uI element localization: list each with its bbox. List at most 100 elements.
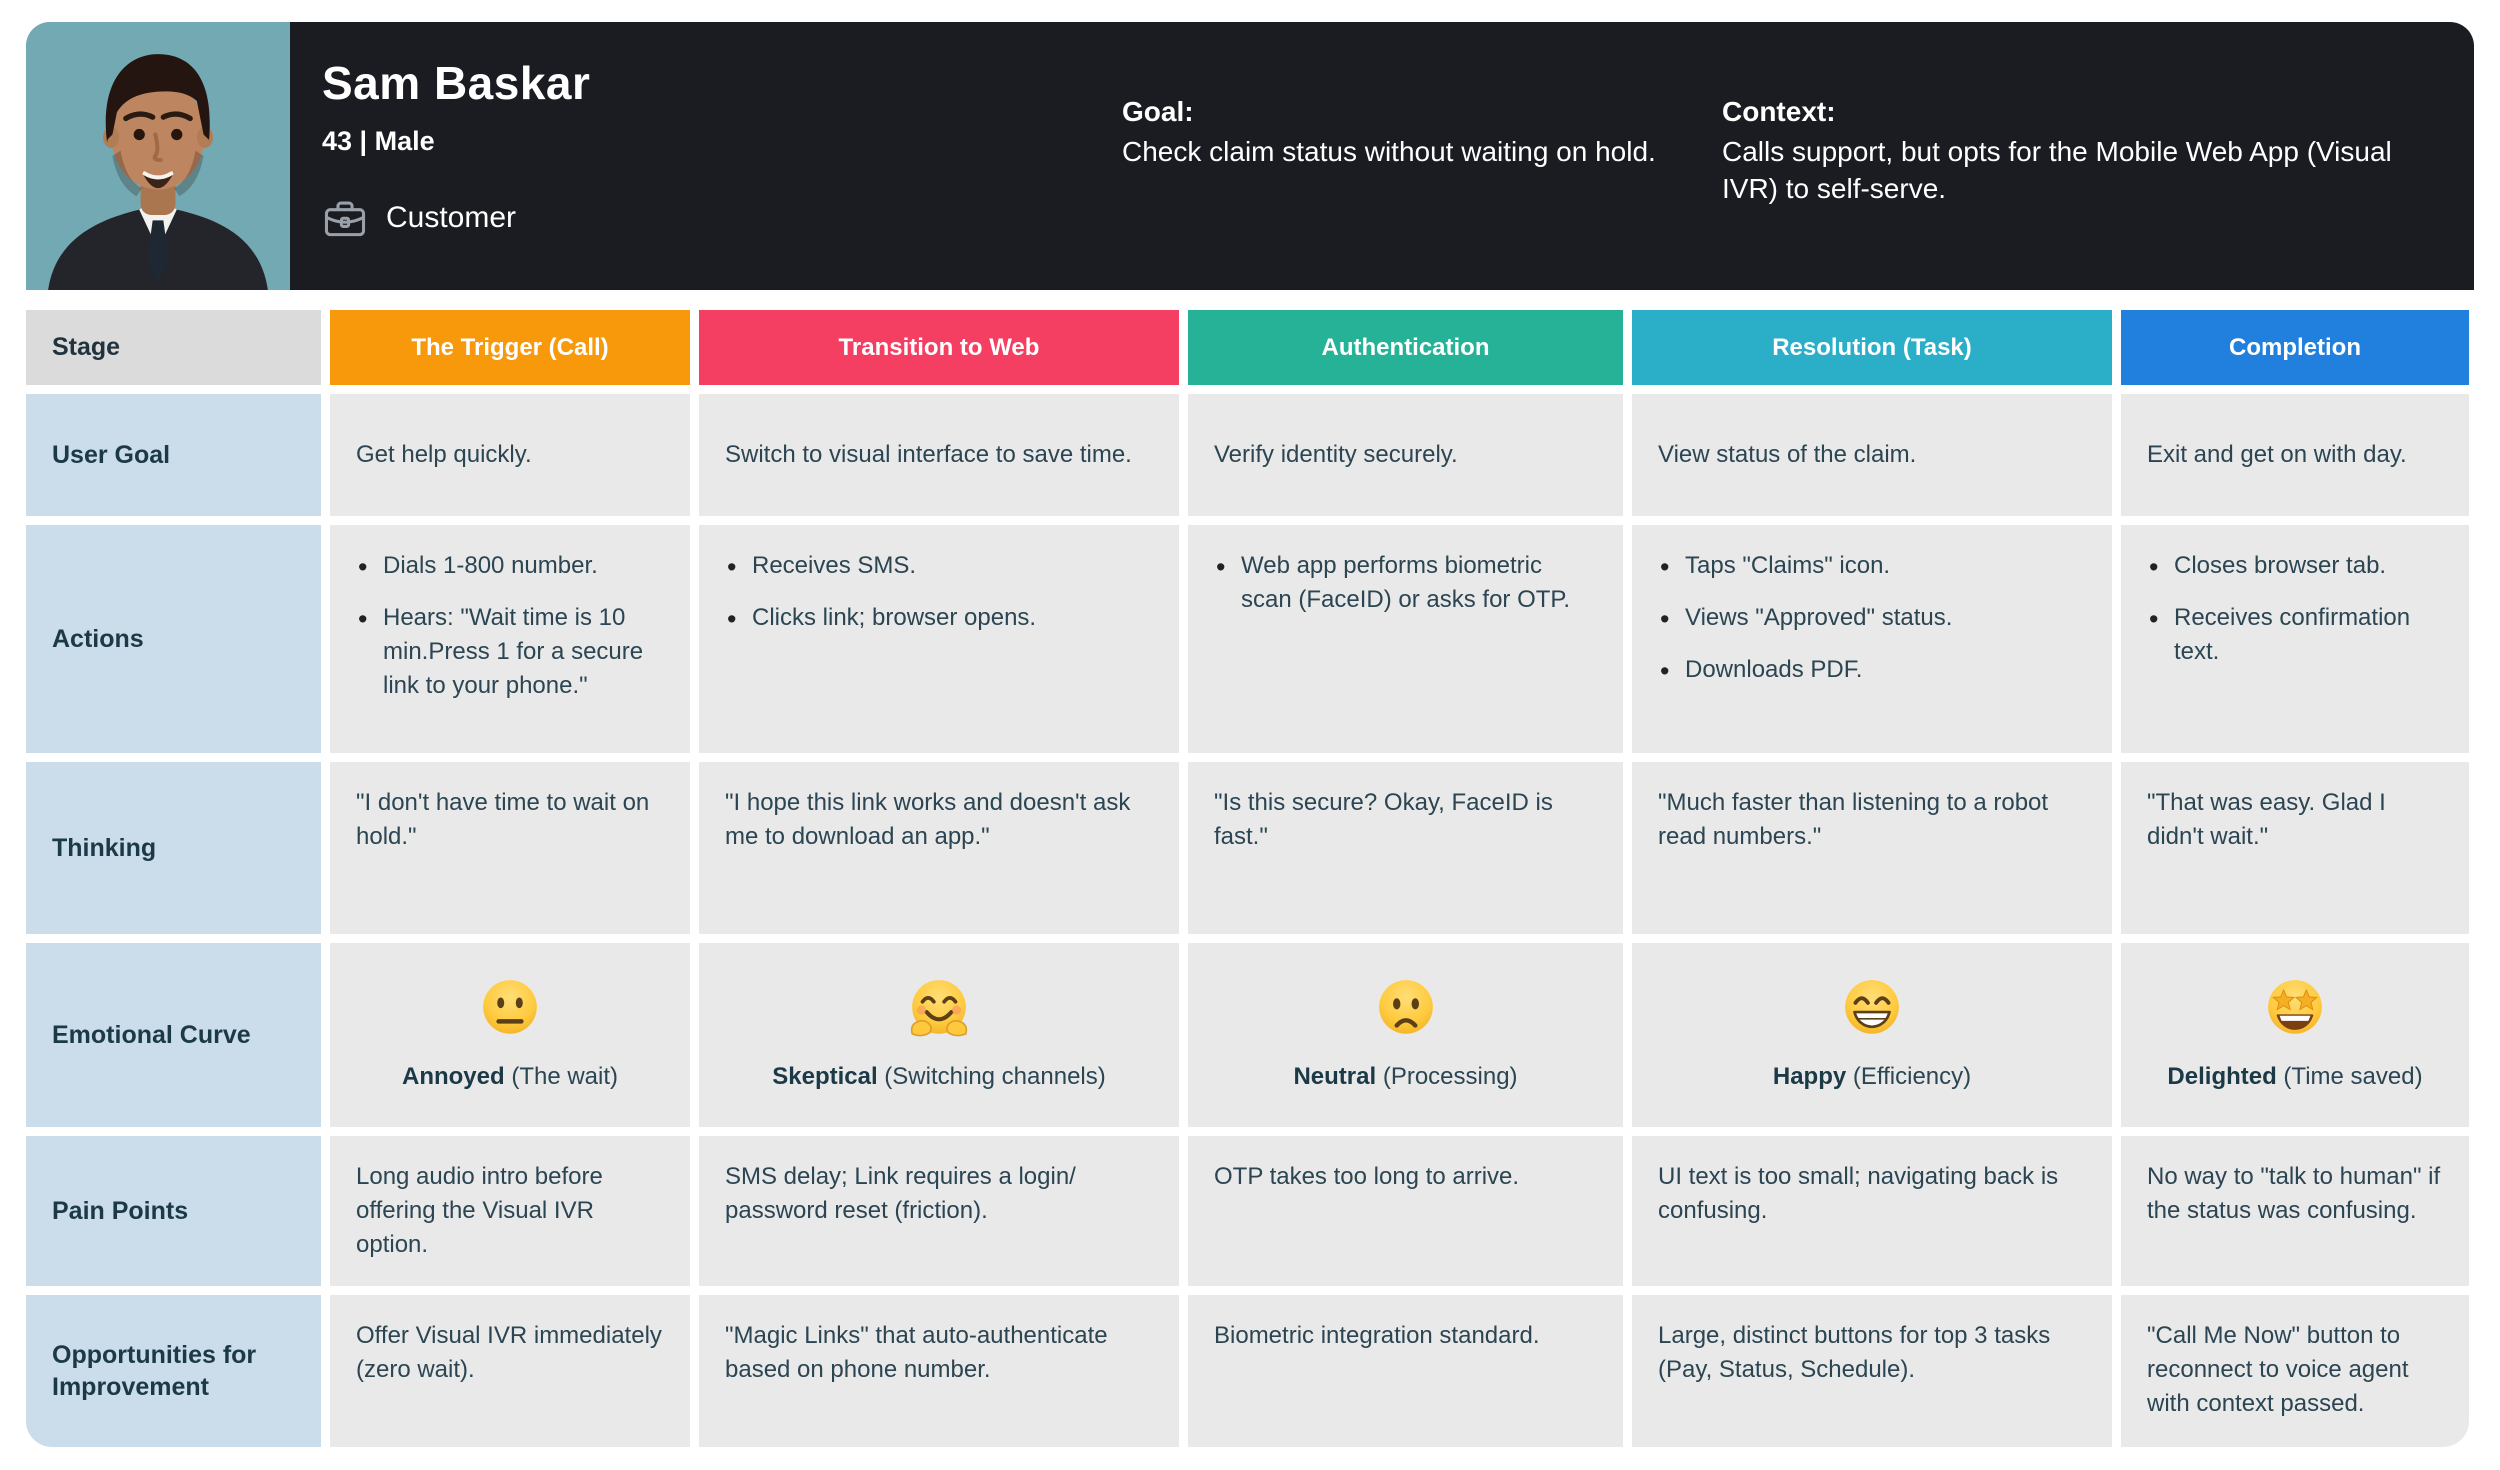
persona-info-panel: Sam Baskar 43 | Male Customer Goa — [290, 22, 2474, 290]
persona-journey-map: Sam Baskar 43 | Male Customer Goa — [26, 22, 2474, 1448]
cell-text: Exit and get on with day. — [2147, 440, 2407, 468]
opportunities-for-improvement-cell-0: Offer Visual IVR immediately (zero wait)… — [330, 1295, 690, 1448]
user-goal-cell-3: View status of the claim. — [1632, 394, 2112, 516]
row-label-opportunities-for-improvement: Opportunities for Improvement — [26, 1295, 321, 1448]
actions-cell-0: Dials 1-800 number. Hears: "Wait time is … — [330, 525, 690, 753]
bullet-item: Hears: "Wait time is 10 min.Press 1 for … — [356, 600, 664, 703]
identity-block: Sam Baskar 43 | Male Customer — [322, 22, 1122, 290]
row-label-thinking: Thinking — [26, 762, 321, 934]
persona-name: Sam Baskar — [322, 57, 591, 109]
cell-text: Offer Visual IVR immediately (zero wait)… — [356, 1322, 662, 1384]
emotion-note: (Switching channels) — [877, 1062, 1106, 1090]
stage-header-authentication: Authentication — [1188, 310, 1623, 385]
user-goal-cell-4: Exit and get on with day. — [2121, 394, 2469, 516]
bullet-item: Clicks link; browser opens. — [725, 600, 1153, 638]
cell-text: Long audio intro before offering the Vis… — [356, 1163, 603, 1259]
bullet-item: Closes browser tab. — [2147, 548, 2443, 586]
beaming-face-emoji — [1839, 976, 1905, 1042]
bullet-item: Receives SMS. — [725, 548, 1153, 586]
emotion-label: Neutral (Processing) — [1293, 1060, 1517, 1094]
cell-text: Large, distinct buttons for top 3 tasks … — [1658, 1322, 2051, 1384]
cell-text: UI text is too small; navigating back is… — [1658, 1163, 2059, 1225]
user-goal-cell-1: Switch to visual interface to save time. — [699, 394, 1179, 516]
thinking-cell-3: "Much faster than listening to a robot r… — [1632, 762, 2112, 934]
bullet-item: Views "Approved" status. — [1658, 600, 2086, 638]
bullet-list: Receives SMS. Clicks link; browser opens. — [725, 548, 1153, 638]
pain-points-cell-1: SMS delay; Link requires a login/ passwo… — [699, 1136, 1179, 1287]
cell-text: "That was easy. Glad I didn't wait." — [2147, 789, 2386, 851]
row-label-actions: Actions — [26, 525, 321, 753]
emotion-note: (Efficiency) — [1846, 1062, 1972, 1090]
cell-text: "I don't have time to wait on hold." — [356, 789, 650, 851]
emotion-label: Skeptical (Switching channels) — [772, 1060, 1106, 1094]
persona-role: Customer — [386, 201, 517, 234]
pain-points-cell-4: No way to "talk to human" if the status … — [2121, 1136, 2469, 1287]
opportunities-for-improvement-row: Opportunities for Improvement Offer Visua… — [26, 1295, 2474, 1448]
emotion-note: (Time saved) — [2276, 1062, 2423, 1090]
journey-table: Stage The Trigger (Call) Transition to Web… — [26, 310, 2474, 1448]
bullet-item: Receives confirmation text. — [2147, 600, 2443, 669]
context-label: Context: — [1722, 96, 1836, 127]
user-goal-row: User Goal Get help quickly. Switch to visu… — [26, 394, 2474, 516]
emotion-name: Happy — [1772, 1062, 1847, 1090]
neutral-face-emoji — [477, 976, 543, 1042]
emotion-name: Annoyed — [401, 1062, 505, 1090]
emotional-curve-cell-4: Delighted (Time saved) — [2121, 943, 2469, 1127]
bullet-list: Taps "Claims" icon. Views "Approved" stat… — [1658, 548, 2086, 691]
cell-text: Switch to visual interface to save time. — [725, 440, 1132, 468]
bullet-item: Web app performs biometric scan (FaceID)… — [1214, 548, 1597, 617]
stage-header-completion: Completion — [2121, 310, 2469, 385]
actions-cell-1: Receives SMS. Clicks link; browser opens. — [699, 525, 1179, 753]
context-text: Calls support, but opts for the Mobile W… — [1722, 136, 2392, 204]
row-label-pain-points: Pain Points — [26, 1136, 321, 1287]
actions-row: Actions Dials 1-800 number. Hears: "Wait t… — [26, 525, 2474, 753]
emotional-curve-cell-1: Skeptical (Switching channels) — [699, 943, 1179, 1127]
emotional-curve-cell-0: Annoyed (The wait) — [330, 943, 690, 1127]
bullet-list: Dials 1-800 number. Hears: "Wait time is … — [356, 548, 664, 703]
user-goal-cell-2: Verify identity securely. — [1188, 394, 1623, 516]
avatar — [26, 22, 290, 290]
row-label-user-goal: User Goal — [26, 394, 321, 516]
stage-header-row: Stage The Trigger (Call) Transition to Web… — [26, 310, 2474, 385]
persona-demographics: 43 | Male — [322, 126, 435, 156]
bullet-item: Downloads PDF. — [1658, 652, 2086, 690]
stage-header-resolution-task: Resolution (Task) — [1632, 310, 2112, 385]
emotion-name: Delighted — [2167, 1062, 2277, 1090]
bullet-list: Closes browser tab. Receives confirmation… — [2147, 548, 2443, 669]
stage-corner-label: Stage — [26, 310, 321, 385]
thinking-cell-2: "Is this secure? Okay, FaceID is fast." — [1188, 762, 1623, 934]
goal-label: Goal: — [1122, 96, 1194, 127]
briefcase-icon — [322, 195, 368, 241]
pain-points-cell-2: OTP takes too long to arrive. — [1188, 1136, 1623, 1287]
opportunities-for-improvement-cell-3: Large, distinct buttons for top 3 tasks … — [1632, 1295, 2112, 1448]
thinking-cell-4: "That was easy. Glad I didn't wait." — [2121, 762, 2469, 934]
thinking-cell-0: "I don't have time to wait on hold." — [330, 762, 690, 934]
cell-text: View status of the claim. — [1658, 440, 1917, 468]
emotional-curve-cell-2: Neutral (Processing) — [1188, 943, 1623, 1127]
context-block: Context: Calls support, but opts for the… — [1722, 22, 2418, 290]
emotion-note: (The wait) — [504, 1062, 619, 1090]
thinking-cell-1: "I hope this link works and doesn't ask … — [699, 762, 1179, 934]
persona-role-row: Customer — [322, 195, 1122, 241]
thinking-row: Thinking "I don't have time to wait on ho… — [26, 762, 2474, 934]
actions-cell-3: Taps "Claims" icon. Views "Approved" stat… — [1632, 525, 2112, 753]
emotion-label: Annoyed (The wait) — [402, 1060, 618, 1094]
cell-text: "Is this secure? Okay, FaceID is fast." — [1214, 789, 1553, 851]
stage-header-the-trigger-call: The Trigger (Call) — [330, 310, 690, 385]
goal-text: Check claim status without waiting on ho… — [1122, 136, 1656, 167]
emotional-curve-cell-3: Happy (Efficiency) — [1632, 943, 2112, 1127]
persona-header: Sam Baskar 43 | Male Customer Goa — [26, 22, 2474, 290]
opportunities-for-improvement-cell-1: "Magic Links" that auto-authenticate bas… — [699, 1295, 1179, 1448]
cell-text: No way to "talk to human" if the status … — [2147, 1163, 2441, 1225]
cell-text: "Call Me Now" button to reconnect to voi… — [2147, 1322, 2409, 1418]
star-struck-emoji — [2262, 976, 2328, 1042]
cell-text: Biometric integration standard. — [1214, 1322, 1540, 1350]
actions-cell-4: Closes browser tab. Receives confirmation… — [2121, 525, 2469, 753]
emotion-label: Delighted (Time saved) — [2167, 1060, 2422, 1094]
cell-text: SMS delay; Link requires a login/ passwo… — [725, 1163, 1076, 1225]
stage-header-transition-to-web: Transition to Web — [699, 310, 1179, 385]
emotional-curve-row: Emotional Curve Annoyed (The wait) Skept… — [26, 943, 2474, 1127]
cell-text: "Magic Links" that auto-authenticate bas… — [725, 1322, 1108, 1384]
cell-text: Verify identity securely. — [1214, 440, 1458, 468]
cell-text: "I hope this link works and doesn't ask … — [725, 789, 1131, 851]
